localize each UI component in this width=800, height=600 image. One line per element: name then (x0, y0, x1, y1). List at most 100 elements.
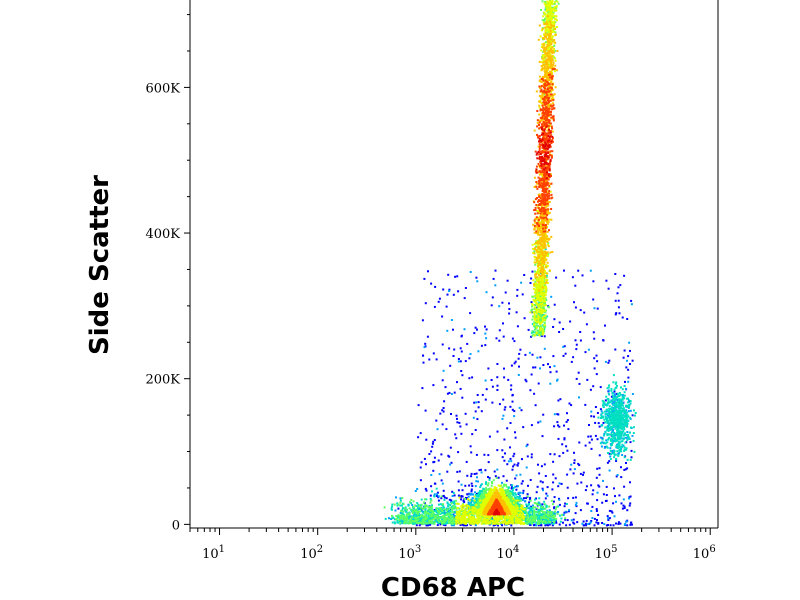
density-point (534, 289, 537, 292)
density-point (442, 489, 445, 492)
density-point (548, 515, 551, 518)
density-point (549, 5, 552, 8)
density-point (607, 428, 610, 431)
density-point (540, 509, 543, 512)
density-point (611, 410, 614, 413)
density-point (473, 504, 475, 507)
density-point (550, 511, 553, 514)
density-point (428, 512, 431, 515)
density-point (438, 508, 441, 511)
density-point (431, 504, 433, 507)
density-point (579, 509, 582, 512)
density-point (509, 405, 512, 408)
density-point (449, 512, 452, 514)
density-point (541, 513, 544, 516)
density-point (485, 328, 488, 331)
density-point (540, 49, 543, 52)
density-point (610, 427, 612, 430)
density-point (539, 307, 542, 309)
density-point (545, 289, 547, 291)
density-point (611, 451, 614, 454)
density-point (533, 315, 536, 317)
density-point (531, 303, 534, 306)
density-point (546, 13, 549, 16)
density-point (399, 504, 402, 507)
density-point (553, 453, 556, 456)
density-point (448, 290, 451, 292)
density-point (550, 19, 552, 21)
density-point (613, 450, 616, 453)
density-point (536, 289, 539, 292)
density-point (619, 433, 622, 436)
density-point (474, 410, 477, 413)
density-point (414, 520, 416, 523)
density-point (634, 412, 637, 414)
density-point (391, 503, 394, 506)
density-point (615, 475, 618, 478)
density-point (542, 307, 545, 310)
density-point (412, 500, 415, 503)
density-point (596, 307, 599, 310)
density-point (544, 294, 547, 296)
density-point (632, 439, 635, 442)
density-point (533, 512, 536, 515)
density-point (537, 243, 540, 246)
density-point (616, 410, 619, 413)
density-point (467, 495, 470, 498)
density-point (526, 493, 529, 496)
density-point (620, 427, 623, 429)
density-point (542, 306, 545, 309)
density-point (425, 504, 428, 507)
density-point (472, 416, 475, 419)
density-point (426, 509, 429, 512)
density-point (517, 462, 520, 465)
density-point (403, 507, 406, 510)
density-point (614, 406, 616, 409)
density-point (543, 335, 546, 338)
density-point (564, 510, 567, 513)
density-point (449, 506, 452, 509)
density-point (534, 325, 537, 328)
density-point (417, 521, 420, 524)
density-point (439, 412, 442, 415)
density-point (422, 518, 425, 521)
density-point (395, 515, 398, 518)
density-point (592, 298, 595, 301)
density-point (593, 307, 596, 310)
density-point (612, 439, 615, 442)
density-point (629, 458, 632, 461)
density-point (540, 287, 542, 290)
density-point (497, 524, 499, 527)
density-point (566, 419, 569, 422)
density-point (431, 518, 434, 521)
density-point (537, 268, 539, 271)
density-point (556, 378, 559, 381)
density-point (454, 506, 457, 509)
density-point (544, 296, 546, 299)
density-point (542, 277, 545, 280)
density-point (614, 398, 617, 401)
density-point (601, 501, 604, 504)
density-point (462, 499, 465, 502)
density-point (540, 315, 542, 318)
density-point (606, 426, 609, 428)
density-point (615, 460, 618, 462)
density-point (534, 258, 537, 261)
density-point (402, 513, 405, 516)
density-point (532, 251, 535, 254)
density-point (624, 432, 626, 435)
density-point (632, 432, 635, 434)
density-point (490, 494, 493, 497)
density-point (537, 287, 540, 290)
density-point (624, 441, 627, 444)
density-point (548, 112, 551, 115)
density-point (519, 473, 522, 476)
density-point (425, 518, 428, 521)
density-point (625, 404, 627, 407)
density-point (608, 401, 611, 404)
density-point (445, 521, 448, 524)
density-point (445, 497, 448, 500)
density-point (612, 408, 615, 411)
density-point (627, 380, 630, 383)
density-point (578, 464, 581, 467)
